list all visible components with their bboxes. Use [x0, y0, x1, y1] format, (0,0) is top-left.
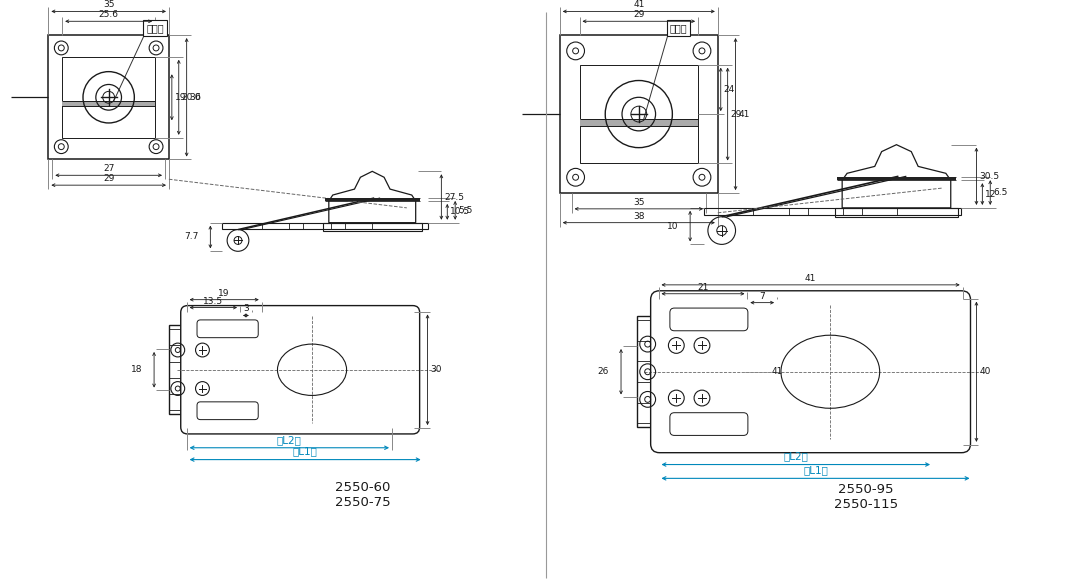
Text: 30: 30 — [430, 366, 442, 374]
Bar — [580, 65, 698, 163]
Text: 35: 35 — [633, 198, 644, 207]
Bar — [862, 208, 898, 215]
FancyBboxPatch shape — [181, 305, 419, 434]
Text: 2550-95: 2550-95 — [838, 483, 893, 496]
Text: 25.6: 25.6 — [98, 10, 119, 19]
Bar — [62, 57, 155, 138]
Text: 30: 30 — [190, 93, 201, 102]
Text: 〈L2〉: 〈L2〉 — [277, 435, 301, 445]
Bar — [704, 208, 961, 215]
Bar — [169, 325, 187, 414]
Bar — [262, 223, 289, 229]
Text: 2550-75: 2550-75 — [334, 496, 390, 509]
Text: 12: 12 — [985, 189, 997, 199]
Bar — [838, 177, 956, 180]
Bar — [323, 223, 422, 230]
Text: 2550-60: 2550-60 — [334, 482, 390, 494]
Bar — [304, 223, 331, 229]
FancyBboxPatch shape — [197, 320, 258, 338]
Text: 10: 10 — [667, 222, 678, 231]
Text: 27: 27 — [103, 164, 115, 173]
FancyBboxPatch shape — [669, 413, 748, 436]
Bar — [560, 35, 717, 193]
Text: 〈L1〉: 〈L1〉 — [293, 447, 318, 456]
Bar — [753, 208, 788, 215]
Bar — [222, 223, 428, 229]
Text: 38: 38 — [633, 212, 644, 221]
FancyBboxPatch shape — [651, 291, 971, 452]
Text: 41: 41 — [738, 110, 750, 118]
Text: 24: 24 — [724, 85, 735, 94]
Text: 27.5: 27.5 — [444, 192, 464, 202]
Text: 19: 19 — [218, 289, 230, 298]
Text: 29: 29 — [731, 110, 741, 118]
FancyBboxPatch shape — [669, 308, 748, 331]
FancyBboxPatch shape — [197, 402, 258, 420]
Text: 41: 41 — [805, 274, 816, 283]
Text: 29: 29 — [103, 174, 115, 183]
Text: 26: 26 — [597, 367, 609, 376]
Text: 7.7: 7.7 — [185, 233, 199, 241]
Bar — [345, 223, 372, 229]
Text: 6.5: 6.5 — [994, 188, 1008, 197]
Text: 20.6: 20.6 — [181, 93, 202, 102]
Text: 施鍵時: 施鍵時 — [146, 23, 164, 33]
Text: 10.5: 10.5 — [450, 208, 471, 216]
Text: 2550-115: 2550-115 — [834, 498, 898, 511]
Bar — [835, 208, 958, 217]
Bar — [62, 101, 155, 106]
Text: 3: 3 — [244, 304, 249, 314]
Text: 30.5: 30.5 — [980, 172, 999, 181]
Text: 5.5: 5.5 — [459, 206, 473, 215]
Text: 7: 7 — [759, 292, 765, 301]
Text: 40: 40 — [980, 367, 990, 376]
Text: 41: 41 — [771, 367, 783, 376]
Bar — [48, 35, 169, 160]
Text: 13.5: 13.5 — [203, 297, 224, 305]
Text: 29: 29 — [633, 10, 644, 19]
Text: 〈L1〉: 〈L1〉 — [803, 465, 828, 475]
Text: 35: 35 — [103, 1, 115, 9]
Text: 18: 18 — [131, 366, 142, 374]
Bar — [637, 317, 658, 427]
Bar — [808, 208, 843, 215]
Text: 〈L2〉: 〈L2〉 — [783, 452, 808, 462]
Text: 41: 41 — [633, 1, 644, 9]
Bar — [580, 119, 698, 126]
Bar — [324, 198, 419, 201]
Text: 施鍵時: 施鍵時 — [669, 23, 687, 33]
Text: 21: 21 — [698, 283, 709, 292]
Text: 19: 19 — [175, 93, 187, 102]
